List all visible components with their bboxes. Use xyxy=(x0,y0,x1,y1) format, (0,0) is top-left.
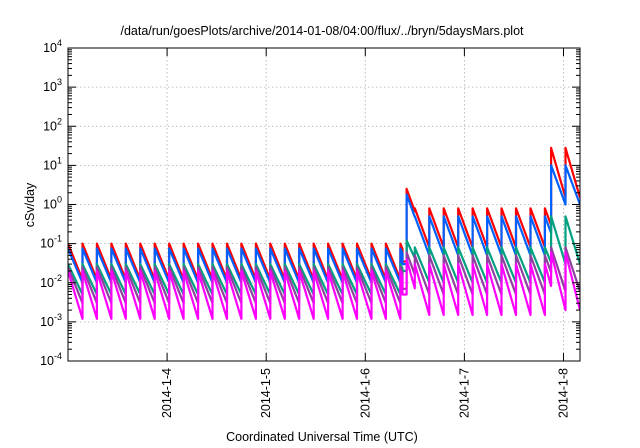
y-tick-label: 10-2 xyxy=(40,273,62,290)
y-tick-label: 101 xyxy=(43,155,62,172)
x-axis-label: Coordinated Universal Time (UTC) xyxy=(226,430,418,444)
grid xyxy=(68,48,580,361)
y-axis-tick-labels: 10-4 10-3 10-2 10-1 100 101 102 103 104 xyxy=(40,38,62,368)
y-tick-label: 10-1 xyxy=(40,234,62,251)
y-tick-label: 103 xyxy=(43,77,62,94)
y-tick-label: 10-4 xyxy=(40,351,62,368)
chart-title: /data/run/goesPlots/archive/2014-01-08/0… xyxy=(120,24,524,38)
series-line-2 xyxy=(68,164,580,284)
y-tick-label: 104 xyxy=(43,38,62,55)
y-tick-label: 100 xyxy=(43,195,62,212)
x-tick-label: 2014-1-6 xyxy=(358,368,372,418)
x-tick-label: 2014-1-7 xyxy=(457,368,471,418)
series-line-5 xyxy=(68,251,580,320)
axis-ticks xyxy=(68,47,580,362)
x-tick-label: 2014-1-4 xyxy=(160,368,174,418)
x-tick-label: 2014-1-5 xyxy=(259,368,273,418)
x-axis-tick-labels: 2014-1-4 2014-1-5 2014-1-6 2014-1-7 2014-1-8 xyxy=(160,368,570,418)
y-tick-label: 10-3 xyxy=(40,312,62,329)
series-layer xyxy=(68,146,580,320)
y-axis-label: cSv/day xyxy=(23,182,37,227)
x-tick-label: 2014-1-8 xyxy=(556,368,570,418)
y-tick-label: 102 xyxy=(43,116,62,133)
